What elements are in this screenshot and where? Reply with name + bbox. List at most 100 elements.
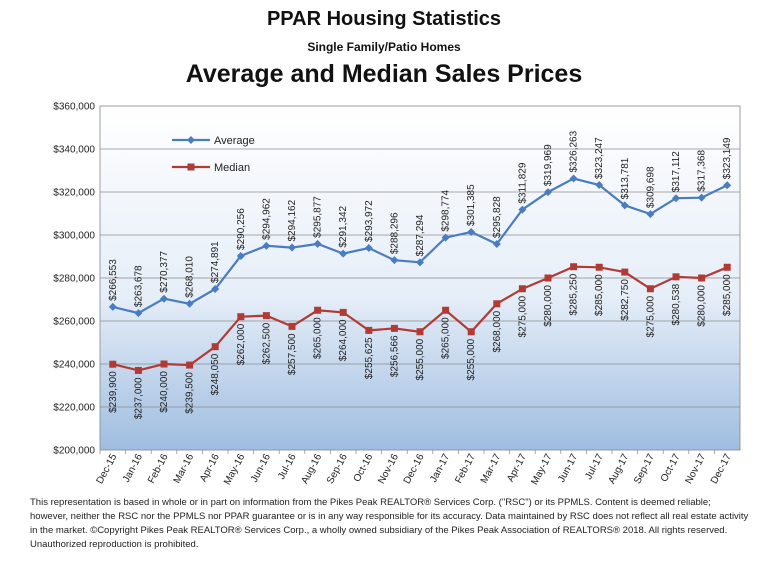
data-label-average: $266,553: [108, 259, 119, 301]
data-point-average: [723, 181, 732, 190]
data-label-median: $264,000: [338, 319, 349, 361]
data-label-average: $298,774: [441, 189, 452, 231]
data-point-average: [544, 188, 552, 197]
data-label-average: $287,294: [415, 214, 426, 256]
data-label-median: $257,500: [287, 333, 298, 375]
data-point-median: [442, 306, 450, 314]
x-tick-label: Aug-17: [607, 452, 632, 486]
data-label-median: $240,000: [159, 371, 170, 413]
data-label-average: $274,891: [210, 241, 221, 283]
x-tick-label: Jul-17: [583, 452, 606, 482]
y-tick-label: $360,000: [53, 102, 95, 113]
data-label-average: $313,781: [620, 157, 631, 199]
data-label-average: $290,256: [236, 208, 247, 250]
data-point-median: [262, 312, 270, 320]
page-title: PPAR Housing Statistics: [266, 8, 502, 30]
x-tick-label: Mar-17: [479, 452, 504, 486]
data-label-median: $275,000: [517, 295, 528, 337]
data-point-average: [339, 249, 348, 258]
data-point-median: [314, 306, 322, 314]
data-point-median: [186, 361, 194, 369]
data-point-median: [134, 366, 142, 374]
legend-label-average: Average: [214, 135, 255, 147]
data-point-average: [467, 228, 476, 237]
y-tick-label: $300,000: [53, 231, 95, 242]
data-label-median: $248,050: [210, 353, 221, 395]
data-label-median: $262,500: [261, 322, 272, 364]
x-tick-label: Jan-16: [121, 452, 145, 485]
data-point-average: [134, 309, 143, 318]
y-tick-label: $320,000: [53, 188, 95, 199]
data-point-median: [595, 263, 603, 271]
x-tick-label: Apr-17: [505, 452, 529, 484]
x-tick-label: Oct-17: [659, 452, 683, 484]
data-point-average: [672, 194, 680, 203]
page-subtitle: Single Family/Patio Homes: [307, 40, 461, 54]
x-tick-label: May-17: [529, 452, 555, 487]
data-point-average: [185, 299, 194, 308]
data-label-median: $285,250: [569, 273, 580, 315]
data-point-median: [339, 308, 347, 316]
legend-marker-average: [187, 136, 195, 144]
x-tick-label: Feb-16: [146, 452, 171, 486]
line-chart: $200,000 $220,000 $240,000 $260,000 $280,000…: [53, 102, 741, 487]
data-point-average: [569, 174, 578, 183]
data-label-average: $323,149: [722, 137, 733, 179]
data-point-average: [288, 243, 296, 252]
data-label-average: $288,296: [389, 212, 400, 254]
data-point-average: [211, 284, 220, 293]
data-point-average: [595, 181, 604, 190]
data-label-median: $265,000: [313, 317, 324, 359]
x-tick-label: Jul-16: [276, 452, 299, 482]
chart-title: Average and Median Sales Prices: [185, 60, 583, 88]
data-point-median: [416, 328, 424, 336]
data-label-median: $255,000: [415, 338, 426, 380]
y-tick-label: $240,000: [53, 360, 95, 371]
data-point-average: [364, 243, 373, 252]
legend-label-median: Median: [214, 162, 250, 174]
x-tick-label: Dec-16: [402, 452, 427, 486]
data-point-average: [646, 210, 655, 219]
data-point-average: [416, 258, 424, 267]
data-label-average: $317,368: [697, 150, 708, 192]
x-tick-label: Nov-16: [376, 452, 401, 486]
data-point-median: [288, 322, 296, 330]
data-point-median: [672, 273, 680, 281]
x-tick-label: Sep-17: [632, 452, 657, 486]
data-label-median: $275,000: [645, 295, 656, 337]
data-point-median: [109, 360, 117, 368]
data-point-average: [620, 201, 629, 210]
x-tick-label: Oct-16: [352, 452, 376, 484]
data-label-average: $294,162: [287, 199, 298, 241]
data-label-average: $317,112: [671, 151, 682, 192]
data-label-average: $301,385: [466, 184, 477, 226]
data-point-median: [570, 263, 578, 271]
data-label-median: $285,000: [722, 274, 733, 316]
x-tick-label: Jan-17: [428, 452, 452, 485]
data-point-average: [313, 239, 322, 248]
data-label-median: $285,000: [594, 274, 605, 316]
data-point-median: [365, 326, 373, 334]
data-point-median: [467, 328, 475, 336]
legend-marker-median: [187, 163, 195, 171]
y-tick-label: $200,000: [53, 446, 95, 457]
x-tick-label: Dec-17: [709, 452, 734, 486]
x-tick-label: May-16: [222, 452, 248, 487]
x-tick-label: Mar-16: [172, 452, 197, 486]
data-point-median: [723, 263, 731, 271]
data-point-average: [262, 241, 271, 250]
data-label-median: $255,000: [466, 338, 477, 380]
data-label-average: $293,972: [364, 200, 375, 242]
data-label-average: $268,010: [185, 256, 196, 298]
data-label-median: $239,500: [185, 372, 196, 414]
data-point-median: [518, 285, 526, 293]
x-tick-label: Sep-16: [325, 452, 350, 486]
x-tick-label: Jun-16: [249, 452, 273, 485]
data-point-median: [211, 343, 219, 351]
data-label-average: $319,969: [543, 144, 554, 186]
data-label-median: $265,000: [441, 317, 452, 359]
data-label-average: $270,377: [159, 251, 170, 293]
disclaimer-text: This representation is based in whole or…: [30, 497, 749, 550]
data-point-median: [698, 274, 706, 282]
data-label-median: $255,625: [364, 337, 375, 379]
